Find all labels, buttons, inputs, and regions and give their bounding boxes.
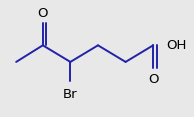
Text: Br: Br: [63, 88, 78, 101]
Text: O: O: [37, 7, 48, 20]
Text: OH: OH: [167, 39, 187, 52]
Text: O: O: [148, 73, 158, 86]
